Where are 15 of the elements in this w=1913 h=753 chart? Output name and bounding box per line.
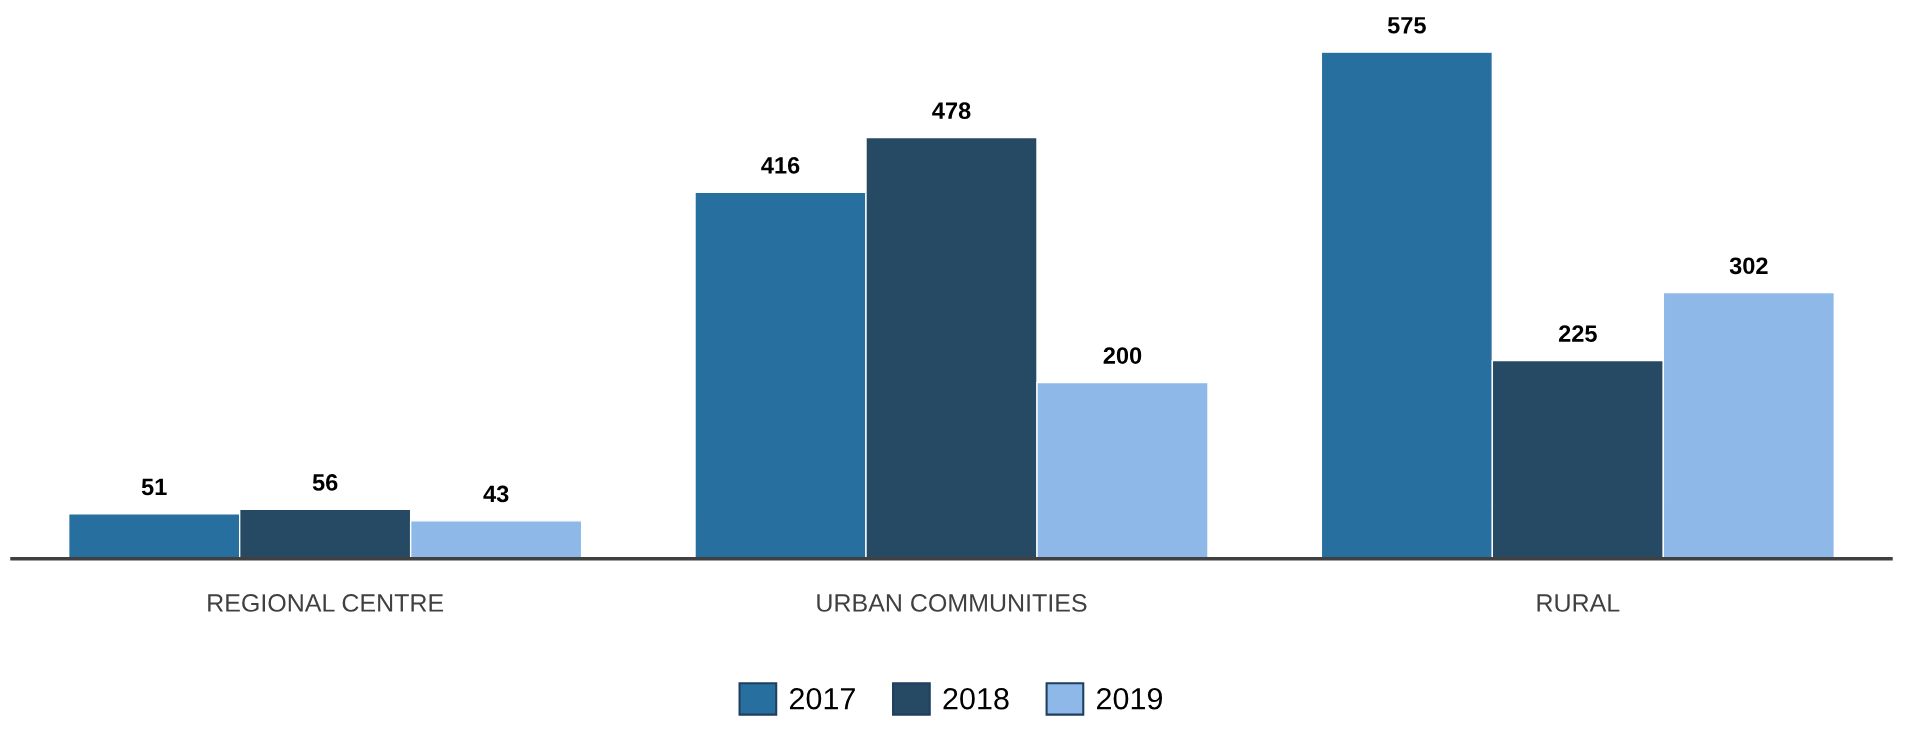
x-tick-label: RURAL: [1537, 594, 1620, 612]
data-label: 302: [1729, 257, 1768, 275]
data-label: 200: [1103, 347, 1142, 364]
x-tick-label: REGIONAL CENTRE: [208, 594, 444, 612]
data-label: 56: [312, 474, 338, 491]
data-label: 575: [1387, 17, 1426, 34]
data-label: 43: [483, 485, 509, 503]
x-tick-label: URBAN COMMUNITIES: [817, 594, 1087, 612]
data-label: 225: [1558, 325, 1597, 342]
legend-label: 2019: [1097, 687, 1163, 710]
data-label: 51: [141, 478, 167, 496]
legend-label: 2018: [943, 687, 1009, 710]
data-label: 416: [761, 156, 800, 174]
legend-label: 2017: [789, 687, 855, 710]
data-label: 478: [932, 102, 971, 120]
